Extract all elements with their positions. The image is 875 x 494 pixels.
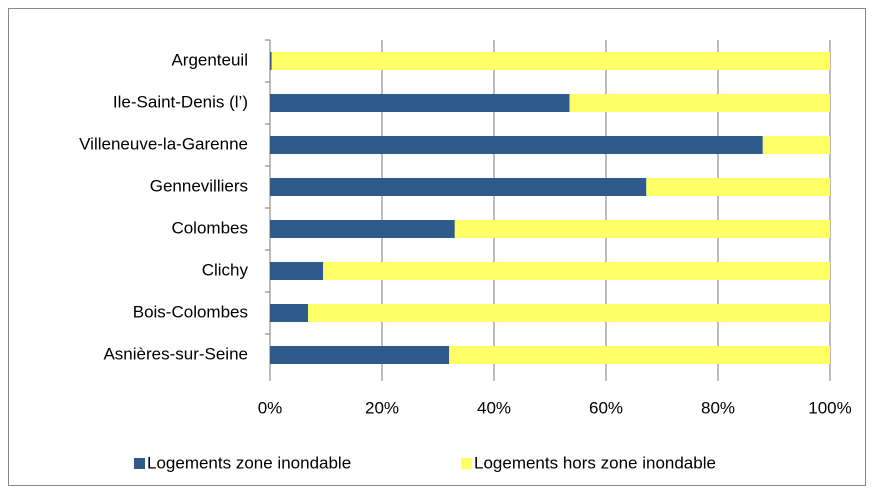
x-tick-label: 60%	[589, 398, 623, 417]
bar-segment	[270, 346, 450, 364]
bar-segment	[449, 346, 830, 364]
x-tick-label: 80%	[701, 398, 735, 417]
bar-segment	[270, 220, 455, 238]
x-tick-label: 40%	[477, 398, 511, 417]
legend-label: Logements zone inondable	[147, 453, 351, 472]
y-tick-label: Gennevilliers	[150, 176, 248, 195]
legend-swatch	[134, 458, 145, 469]
y-tick-label: Colombes	[171, 218, 248, 237]
y-tick-label: Clichy	[202, 260, 249, 279]
y-tick-label: Asnières-sur-Seine	[103, 344, 248, 363]
chart-border	[8, 8, 866, 486]
bar-segment	[308, 304, 831, 322]
bar-segment	[646, 178, 830, 196]
y-tick-label: Villeneuve-la-Garenne	[79, 134, 248, 153]
bar-segment	[270, 136, 763, 154]
bar-segment	[569, 94, 830, 112]
y-tick-label: Bois-Colombes	[133, 302, 248, 321]
x-tick-label: 20%	[365, 398, 399, 417]
bar-segment	[323, 262, 830, 280]
legend-label: Logements hors zone inondable	[474, 453, 716, 472]
x-tick-label: 100%	[808, 398, 851, 417]
x-tick-label: 0%	[258, 398, 283, 417]
bar-segment	[454, 220, 830, 238]
bar-segment	[270, 304, 309, 322]
bar-segment	[762, 136, 830, 154]
y-tick-label: Argenteuil	[171, 50, 248, 69]
bar-segment	[270, 94, 570, 112]
y-tick-label: Ile-Saint-Denis (l’)	[113, 92, 248, 111]
legend-swatch	[461, 458, 472, 469]
bar-segment	[271, 52, 830, 70]
bar-segment	[270, 178, 647, 196]
bar-segment	[270, 262, 324, 280]
bar-segment	[270, 52, 272, 70]
